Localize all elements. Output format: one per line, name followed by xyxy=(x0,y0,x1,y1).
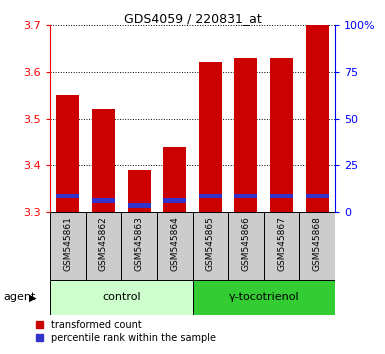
Bar xyxy=(50,212,85,280)
Text: ▶: ▶ xyxy=(29,292,36,302)
Text: GSM545865: GSM545865 xyxy=(206,216,215,271)
Text: GSM545861: GSM545861 xyxy=(64,216,72,271)
Bar xyxy=(127,170,151,212)
Bar xyxy=(56,95,79,212)
Bar xyxy=(92,198,115,203)
Bar xyxy=(234,58,258,212)
Bar xyxy=(192,212,228,280)
Bar xyxy=(270,194,293,198)
Text: GSM545866: GSM545866 xyxy=(241,216,250,271)
Bar xyxy=(270,58,293,212)
Bar xyxy=(300,212,335,280)
Text: GSM545868: GSM545868 xyxy=(313,216,321,271)
Bar xyxy=(199,62,222,212)
Bar xyxy=(234,194,258,198)
Bar xyxy=(306,194,329,198)
Text: control: control xyxy=(102,292,141,302)
Legend: transformed count, percentile rank within the sample: transformed count, percentile rank withi… xyxy=(36,320,216,343)
Text: GSM545867: GSM545867 xyxy=(277,216,286,271)
Bar xyxy=(163,198,186,203)
Bar xyxy=(50,280,192,315)
Bar xyxy=(228,212,264,280)
Bar xyxy=(85,212,121,280)
Bar xyxy=(121,212,157,280)
Text: GSM545863: GSM545863 xyxy=(135,216,144,271)
Title: GDS4059 / 220831_at: GDS4059 / 220831_at xyxy=(124,12,261,25)
Bar xyxy=(264,212,300,280)
Text: GSM545864: GSM545864 xyxy=(170,216,179,270)
Bar xyxy=(192,280,335,315)
Bar xyxy=(306,25,329,212)
Bar xyxy=(92,109,115,212)
Text: GSM545862: GSM545862 xyxy=(99,216,108,270)
Text: γ-tocotrienol: γ-tocotrienol xyxy=(228,292,299,302)
Bar xyxy=(127,203,151,208)
Text: agent: agent xyxy=(4,292,36,302)
Bar xyxy=(56,194,79,198)
Bar xyxy=(199,194,222,198)
Bar xyxy=(157,212,192,280)
Bar xyxy=(163,147,186,212)
